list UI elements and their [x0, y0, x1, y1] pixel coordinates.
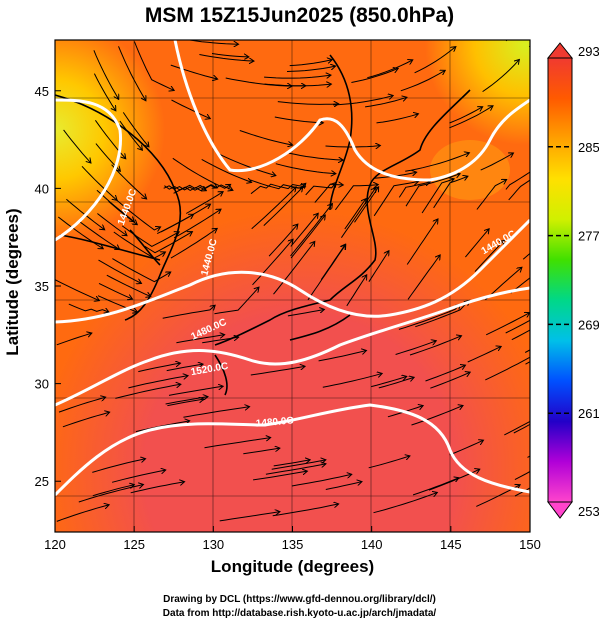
x-ticks: 120 125 130 135 140 145 150 — [44, 526, 541, 552]
x-tick-label: 150 — [519, 537, 541, 552]
colorbar-tick-label: 277 — [578, 229, 599, 244]
colorbar-tick-label: 269 — [578, 317, 599, 332]
y-tick-label: 40 — [35, 181, 49, 196]
colorbar-bar — [547, 57, 573, 503]
x-tick-label: 120 — [44, 537, 66, 552]
colorbar-ticks: 293 285 277 269 261 253 — [548, 44, 599, 519]
credit-drawing: Drawing by DCL (https://www.gfd-dennou.o… — [163, 594, 436, 605]
x-tick-label: 135 — [282, 537, 304, 552]
colorbar-bottom-arrow — [547, 501, 573, 519]
contour-label: 1480.0C — [255, 415, 294, 429]
x-tick-label: 145 — [440, 537, 462, 552]
credit-data: Data from http://database.rish.kyoto-u.a… — [162, 608, 437, 619]
chart-title: MSM 15Z15Jun2025 (850.0hPa) — [144, 4, 455, 27]
x-axis-label: Longitude (degrees) — [210, 557, 375, 576]
x-tick-label: 125 — [123, 537, 145, 552]
y-tick-label: 45 — [35, 84, 49, 99]
geopotential-contours — [55, 40, 530, 497]
colorbar: 293 285 277 269 261 253 — [546, 42, 599, 519]
colorbar-tick-label: 253 — [578, 504, 599, 519]
y-ticks: 25 30 35 40 45 — [35, 84, 61, 489]
colorbar-tick-label: 285 — [578, 140, 599, 155]
colorbar-tick-label: 261 — [578, 406, 599, 421]
y-tick-label: 25 — [35, 474, 49, 489]
land-outlines — [55, 54, 471, 396]
x-tick-label: 130 — [202, 537, 224, 552]
y-tick-label: 35 — [35, 279, 49, 294]
x-tick-label: 140 — [361, 537, 383, 552]
colorbar-tick-label: 293 — [578, 44, 599, 59]
y-axis-label: Latitude (degrees) — [3, 208, 22, 356]
colorbar-top-arrow — [546, 42, 574, 59]
y-tick-label: 30 — [35, 377, 49, 392]
